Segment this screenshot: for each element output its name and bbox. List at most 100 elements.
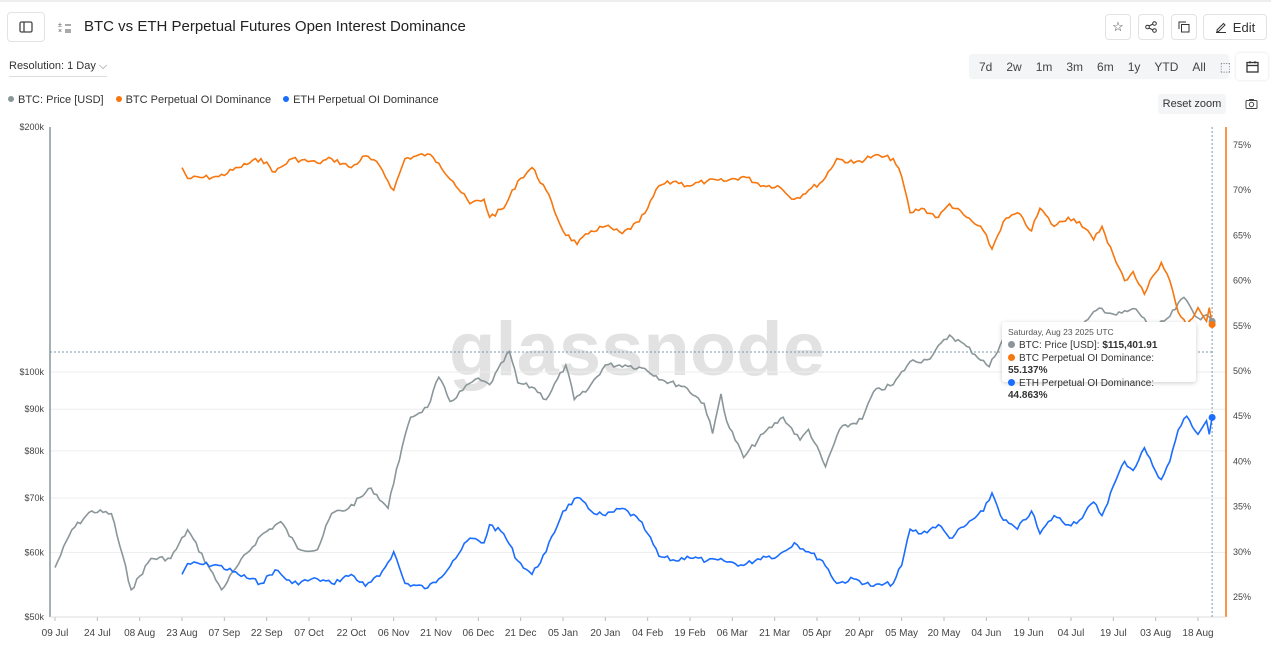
star-icon: ☆ bbox=[1112, 19, 1124, 34]
y-right-tick-label: 50% bbox=[1233, 366, 1251, 376]
edit-button[interactable]: Edit bbox=[1203, 14, 1267, 40]
metric-icon: ±× bbox=[58, 22, 71, 33]
x-tick-label: 06 Dec bbox=[462, 628, 494, 639]
x-tick-label: 22 Oct bbox=[337, 628, 367, 639]
sidebar-toggle-button[interactable] bbox=[7, 12, 45, 42]
y-left-tick-label: $60k bbox=[24, 548, 44, 558]
legend-dot bbox=[8, 96, 14, 102]
y-left-tick-label: $50k bbox=[24, 612, 44, 622]
calendar-button[interactable] bbox=[1236, 53, 1268, 80]
legend-dot bbox=[115, 96, 122, 102]
tooltip-label: ETH Perpetual OI Dominance: bbox=[1019, 377, 1155, 389]
range-ytd[interactable]: YTD bbox=[1154, 59, 1179, 74]
tooltip-row-btc-dominance: BTC Perpetual OI Dominance: 55.137% bbox=[1008, 353, 1190, 378]
copy-icon bbox=[1178, 21, 1190, 33]
tooltip-row-price: BTC: Price [USD]: $115,401.91 bbox=[1008, 340, 1190, 353]
favorite-button[interactable]: ☆ bbox=[1105, 14, 1131, 40]
y-left-tick-label: $90k bbox=[24, 404, 44, 414]
y-right-tick-label: 30% bbox=[1233, 547, 1251, 557]
resolution-select[interactable]: Resolution: 1 Day ⌵ bbox=[9, 60, 108, 77]
svg-text:±: ± bbox=[58, 22, 62, 29]
x-tick-label: 09 Jul bbox=[42, 628, 69, 639]
svg-text:×: × bbox=[58, 28, 62, 33]
x-tick-label: 07 Sep bbox=[208, 628, 240, 639]
y-left-tick-label: $100k bbox=[19, 367, 44, 377]
marker-btc-dominance bbox=[1208, 321, 1216, 329]
range-selector: 7d 2w 1m 3m 6m 1y YTD All ⬚ bbox=[969, 54, 1231, 79]
share-icon bbox=[1145, 21, 1157, 33]
camera-icon[interactable] bbox=[1245, 98, 1258, 109]
x-tick-label: 07 Oct bbox=[294, 628, 324, 639]
y-right-tick-label: 75% bbox=[1233, 140, 1251, 150]
range-7d[interactable]: 7d bbox=[979, 59, 993, 74]
x-tick-label: 21 Dec bbox=[505, 628, 537, 639]
legend-label: BTC: Price [USD] bbox=[18, 94, 104, 106]
legend-item-eth-dominance[interactable]: ETH Perpetual OI Dominance bbox=[283, 94, 439, 106]
range-3m[interactable]: 3m bbox=[1066, 59, 1084, 74]
x-tick-label: 19 Jul bbox=[1100, 628, 1127, 639]
page-title: BTC vs ETH Perpetual Futures Open Intere… bbox=[84, 18, 466, 35]
chart-tooltip: Saturday, Aug 23 2025 UTC BTC: Price [US… bbox=[1002, 322, 1196, 401]
legend-label: ETH Perpetual OI Dominance bbox=[293, 94, 439, 106]
tooltip-value: 55.137% bbox=[1008, 365, 1048, 376]
range-6m[interactable]: 6m bbox=[1097, 59, 1114, 74]
tooltip-label: BTC Perpetual OI Dominance: bbox=[1019, 352, 1155, 364]
x-tick-label: 04 Feb bbox=[632, 628, 664, 639]
y-right-tick-label: 55% bbox=[1233, 321, 1251, 331]
x-tick-label: 04 Jul bbox=[1058, 628, 1085, 639]
x-tick-label: 22 Sep bbox=[251, 628, 283, 639]
legend-dot bbox=[283, 96, 290, 102]
x-tick-label: 06 Mar bbox=[717, 628, 749, 639]
tooltip-row-eth-dominance: ETH Perpetual OI Dominance: 44.863% bbox=[1008, 378, 1190, 403]
x-tick-label: 23 Aug bbox=[166, 628, 197, 639]
x-tick-label: 05 May bbox=[885, 628, 918, 639]
tooltip-date: Saturday, Aug 23 2025 UTC bbox=[1008, 327, 1114, 337]
x-tick-label: 19 Jun bbox=[1014, 628, 1044, 639]
calendar-icon bbox=[1245, 61, 1259, 73]
x-tick-label: 19 Feb bbox=[674, 628, 706, 639]
x-tick-label: 21 Mar bbox=[759, 628, 791, 639]
copy-button[interactable] bbox=[1171, 14, 1197, 40]
y-right-tick-label: 35% bbox=[1233, 502, 1251, 512]
marker-eth-dominance bbox=[1208, 413, 1216, 421]
x-tick-label: 06 Nov bbox=[378, 628, 410, 639]
y-left-tick-label: $200k bbox=[19, 122, 44, 132]
zoom-select-icon[interactable]: ⬚ bbox=[1219, 59, 1232, 74]
legend-item-btc-dominance[interactable]: BTC Perpetual OI Dominance bbox=[115, 94, 272, 106]
pencil-icon bbox=[1215, 22, 1226, 33]
x-tick-label: 20 May bbox=[928, 628, 961, 639]
chart-legend: BTC: Price [USD] BTC Perpetual OI Domina… bbox=[8, 94, 439, 106]
series-eth-oi-dominance bbox=[181, 414, 1213, 590]
x-tick-label: 05 Jan bbox=[548, 628, 578, 639]
reset-zoom-button[interactable]: Reset zoom bbox=[1158, 94, 1226, 114]
range-1y[interactable]: 1y bbox=[1127, 59, 1141, 74]
range-all[interactable]: All bbox=[1192, 59, 1206, 74]
y-right-tick-label: 65% bbox=[1233, 230, 1251, 240]
x-tick-label: 08 Aug bbox=[124, 628, 155, 639]
y-left-tick-label: $80k bbox=[24, 446, 44, 456]
x-tick-label: 04 Jun bbox=[971, 628, 1001, 639]
range-1m[interactable]: 1m bbox=[1035, 59, 1053, 74]
y-right-tick-label: 70% bbox=[1233, 185, 1251, 195]
resolution-label: Resolution: 1 Day bbox=[9, 60, 96, 72]
x-tick-label: 20 Jan bbox=[590, 628, 620, 639]
x-tick-label: 18 Aug bbox=[1182, 628, 1213, 639]
glassnode-watermark: glassnode bbox=[449, 307, 825, 392]
y-right-tick-label: 60% bbox=[1233, 276, 1251, 286]
chevron-down-icon: ⌵ bbox=[98, 60, 108, 72]
x-tick-label: 21 Nov bbox=[420, 628, 452, 639]
legend-label: BTC Perpetual OI Dominance bbox=[125, 94, 272, 106]
y-right-tick-label: 45% bbox=[1233, 411, 1251, 421]
y-right-tick-label: 40% bbox=[1233, 456, 1251, 466]
x-tick-label: 03 Aug bbox=[1140, 628, 1171, 639]
legend-item-btc-price[interactable]: BTC: Price [USD] bbox=[8, 94, 104, 106]
share-button[interactable] bbox=[1138, 14, 1164, 40]
y-left-tick-label: $70k bbox=[24, 493, 44, 503]
tooltip-value: 44.863% bbox=[1008, 390, 1048, 401]
tooltip-label: BTC: Price [USD]: bbox=[1019, 340, 1103, 351]
x-tick-label: 24 Jul bbox=[84, 628, 111, 639]
x-tick-label: 20 Apr bbox=[845, 628, 875, 639]
top-border bbox=[0, 0, 1271, 2]
range-2w[interactable]: 2w bbox=[1006, 59, 1022, 74]
edit-label: Edit bbox=[1232, 19, 1256, 35]
